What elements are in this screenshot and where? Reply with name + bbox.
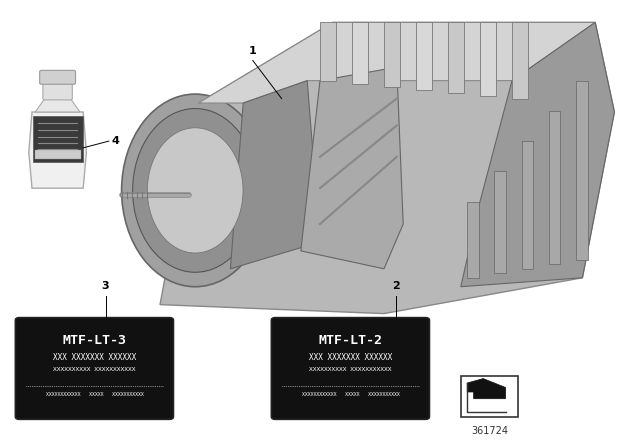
Text: 2: 2 — [392, 281, 399, 291]
Polygon shape — [198, 22, 595, 103]
Text: 361724: 361724 — [471, 426, 508, 435]
Polygon shape — [29, 112, 86, 188]
Text: XXXXXXXXXXXX   XXXXX   XXXXXXXXXXX: XXXXXXXXXXXX XXXXX XXXXXXXXXXX — [301, 392, 399, 396]
Polygon shape — [522, 141, 533, 269]
FancyBboxPatch shape — [43, 79, 72, 100]
Polygon shape — [352, 22, 368, 84]
Polygon shape — [548, 111, 561, 264]
FancyBboxPatch shape — [35, 150, 81, 159]
Text: XXX XXXXXXX XXXXXX: XXX XXXXXXX XXXXXX — [308, 353, 392, 362]
Text: MTF-LT-3: MTF-LT-3 — [62, 334, 127, 347]
FancyBboxPatch shape — [271, 318, 429, 419]
Polygon shape — [576, 81, 588, 260]
Polygon shape — [494, 171, 506, 273]
Polygon shape — [461, 22, 614, 287]
Text: XXXXXXXXXX XXXXXXXXXXX: XXXXXXXXXX XXXXXXXXXXX — [309, 367, 392, 372]
Polygon shape — [230, 81, 320, 269]
FancyBboxPatch shape — [40, 70, 76, 84]
Polygon shape — [160, 22, 614, 314]
Text: MTF-LT-2: MTF-LT-2 — [319, 334, 383, 347]
Ellipse shape — [132, 108, 258, 272]
Text: XXX XXXXXXX XXXXXX: XXX XXXXXXX XXXXXX — [52, 353, 136, 362]
Text: 4: 4 — [112, 136, 120, 146]
Text: 3: 3 — [102, 281, 109, 291]
Polygon shape — [384, 22, 400, 86]
Text: XXXXXXXXXXXX   XXXXX   XXXXXXXXXXX: XXXXXXXXXXXX XXXXX XXXXXXXXXXX — [45, 392, 143, 396]
Ellipse shape — [122, 94, 269, 287]
Bar — [461, 376, 518, 417]
FancyBboxPatch shape — [15, 318, 173, 419]
Polygon shape — [301, 67, 403, 269]
Polygon shape — [35, 99, 80, 112]
Polygon shape — [467, 379, 506, 399]
Ellipse shape — [147, 128, 243, 253]
FancyBboxPatch shape — [33, 116, 83, 162]
Polygon shape — [512, 22, 528, 99]
Polygon shape — [448, 22, 464, 93]
Polygon shape — [416, 22, 432, 90]
Text: XXXXXXXXXX XXXXXXXXXXX: XXXXXXXXXX XXXXXXXXXXX — [53, 367, 136, 372]
Text: 1: 1 — [249, 46, 257, 56]
Polygon shape — [480, 22, 496, 95]
Polygon shape — [467, 202, 479, 278]
Polygon shape — [320, 22, 336, 81]
